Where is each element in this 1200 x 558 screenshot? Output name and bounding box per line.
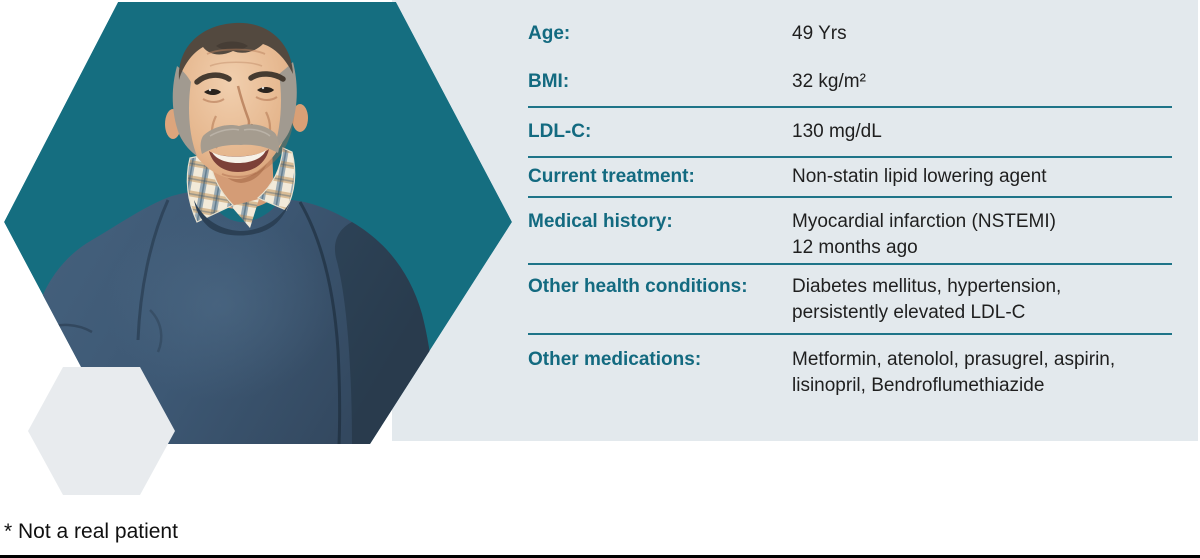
- field-label: LDL-C:: [528, 121, 592, 142]
- table-row-medical-history: Medical history: Myocardial infarction (…: [528, 196, 1172, 263]
- table-row-age: Age: 49 Yrs: [528, 10, 1172, 58]
- patient-info-table: Age: 49 Yrs BMI: 32 kg/m² LDL-C: 130 mg/…: [528, 10, 1172, 441]
- footnote-disclaimer: * Not a real patient: [4, 520, 178, 543]
- patient-photo-illustration: [18, 22, 437, 444]
- bottom-border-line: [0, 555, 1200, 558]
- table-row-other-health-conditions: Other health conditions: Diabetes mellit…: [528, 263, 1172, 333]
- field-value: Metformin, atenolol, prasugrel, aspirin,…: [792, 349, 1116, 396]
- field-value: 32 kg/m²: [792, 71, 866, 92]
- field-value: Myocardial infarction (NSTEMI) 12 months…: [792, 211, 1056, 258]
- small-gray-hexagon: [28, 367, 175, 495]
- field-label: Current treatment:: [528, 166, 695, 187]
- table-row-ldl-c: LDL-C: 130 mg/dL: [528, 106, 1172, 156]
- field-label: BMI:: [528, 71, 570, 92]
- field-label: Age:: [528, 23, 571, 44]
- field-value: 49 Yrs: [792, 23, 847, 44]
- table-row-other-medications: Other medications: Metformin, atenolol, …: [528, 333, 1172, 441]
- table-row-bmi: BMI: 32 kg/m²: [528, 58, 1172, 106]
- table-row-current-treatment: Current treatment: Non-statin lipid lowe…: [528, 156, 1172, 196]
- field-value: Diabetes mellitus, hypertension, persist…: [792, 276, 1062, 323]
- field-value: 130 mg/dL: [792, 121, 882, 142]
- field-label: Medical history:: [528, 211, 673, 232]
- patient-info-panel: [392, 0, 1198, 441]
- field-label: Other medications:: [528, 349, 702, 370]
- field-label: Other health conditions:: [528, 276, 748, 297]
- field-value: Non-statin lipid lowering agent: [792, 166, 1047, 187]
